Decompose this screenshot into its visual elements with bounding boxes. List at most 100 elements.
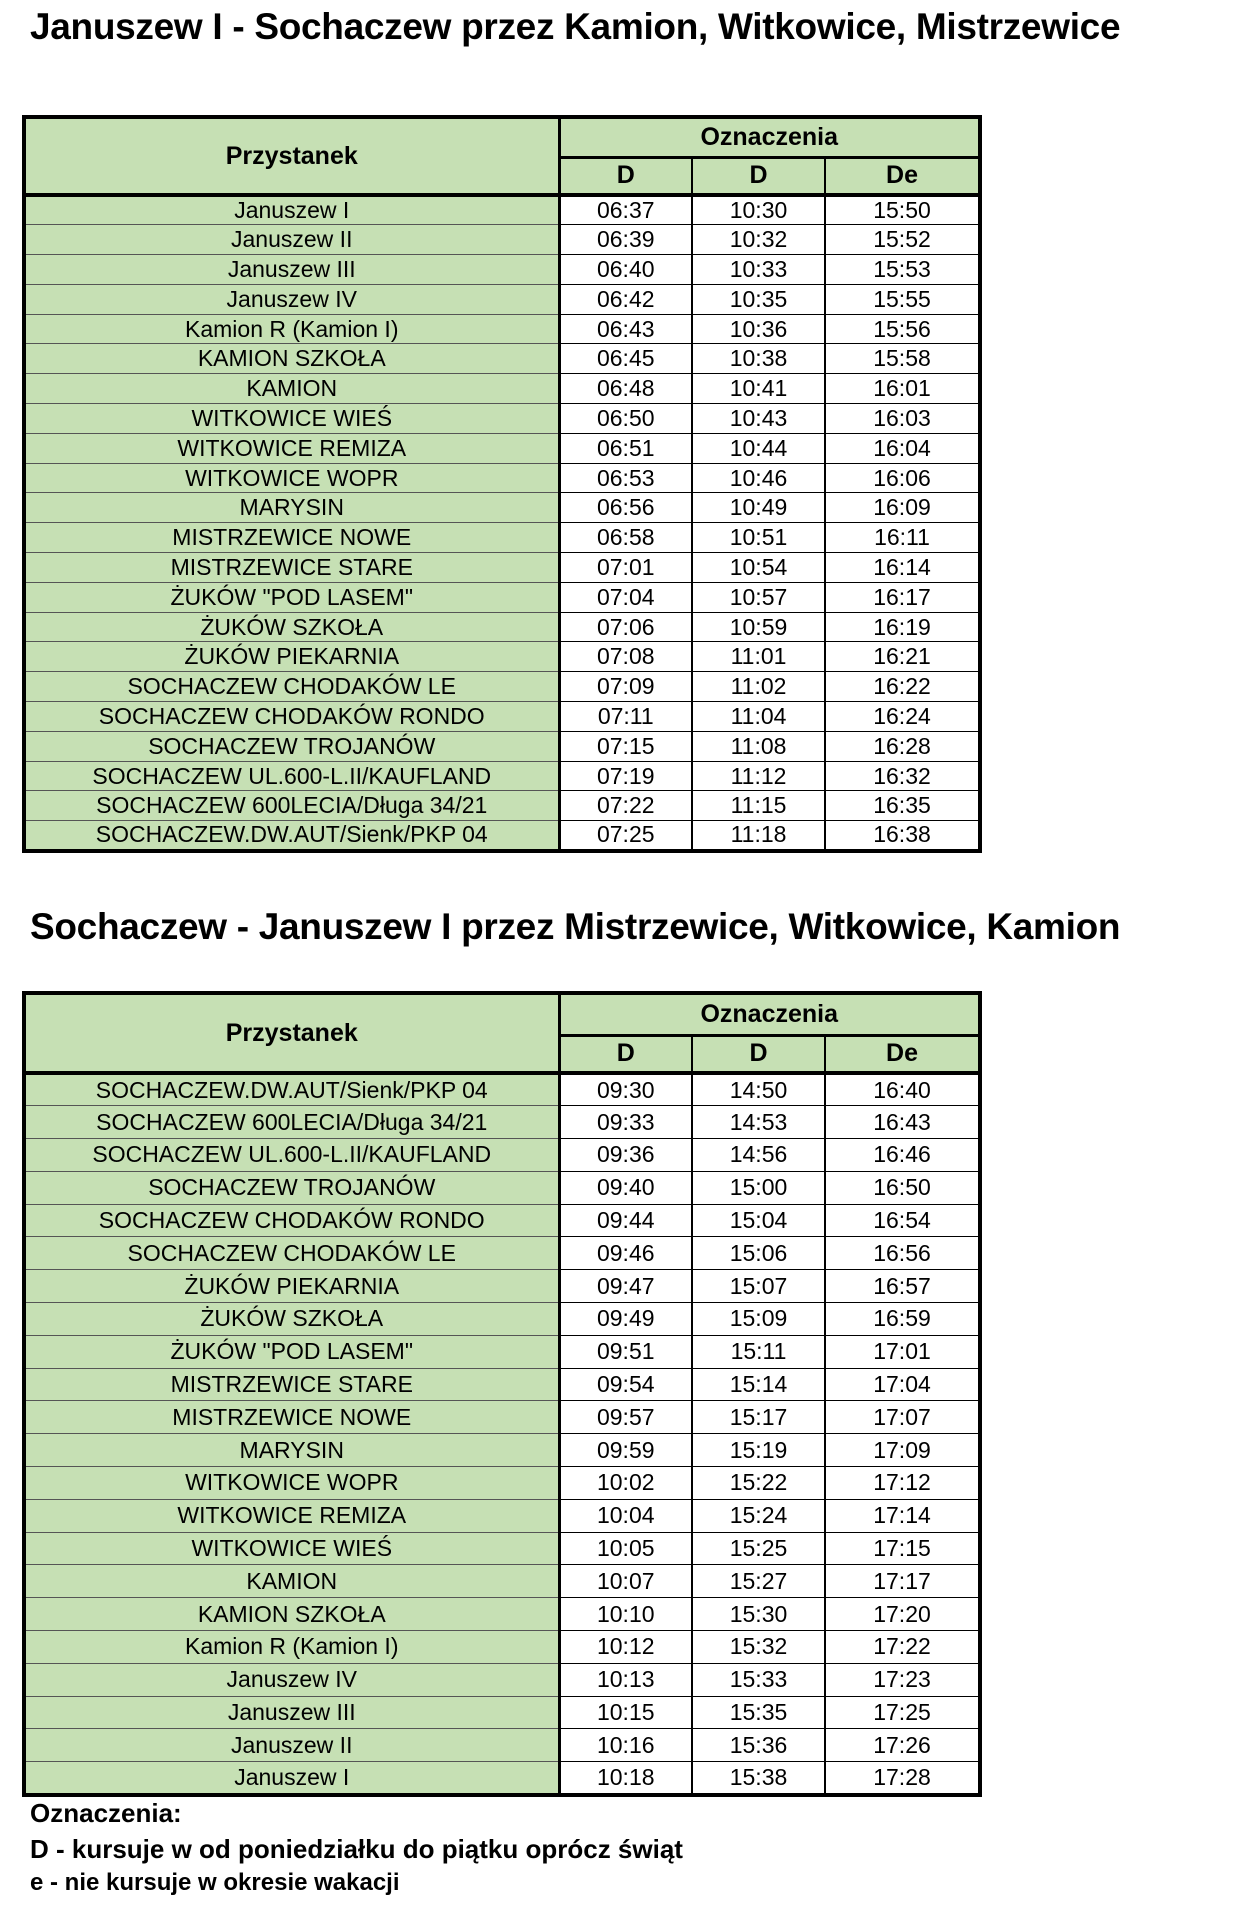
table-row: WITKOWICE REMIZA 06:51 10:44 16:04 [24,433,982,464]
departure-time: 16:21 [825,641,982,673]
stop-name: SOCHACZEW TROJANÓW [24,1171,561,1205]
stop-name: SOCHACZEW CHODAKÓW LE [24,1236,561,1271]
departure-time: 16:43 [825,1105,982,1140]
departure-time: 10:12 [559,1630,693,1664]
table-row: Januszew III 06:40 10:33 15:53 [24,254,982,285]
stop-name: ŻUKÓW SZKOŁA [24,612,561,643]
legend-title: Oznaczenia: [30,1798,182,1828]
stop-name: SOCHACZEW.DW.AUT/Sienk/PKP 04 [24,1073,561,1107]
departure-time: 16:17 [825,582,982,613]
departure-time: 10:35 [692,284,826,315]
table-row: WITKOWICE WIEŚ 10:05 15:25 17:15 [24,1532,982,1566]
departure-time: 15:24 [692,1499,826,1533]
departure-time: 16:28 [825,731,982,762]
table-row: MISTRZEWICE STARE 09:54 15:14 17:04 [24,1368,982,1402]
departure-time: 10:46 [692,463,826,494]
departure-time: 17:09 [825,1433,982,1468]
table-row: ŻUKÓW PIEKARNIA 09:47 15:07 16:57 [24,1269,982,1304]
departure-time: 15:52 [825,224,982,256]
table-row: ŻUKÓW "POD LASEM" 07:04 10:57 16:17 [24,582,982,613]
table-row: MARYSIN 09:59 15:19 17:09 [24,1433,982,1468]
departure-time: 07:04 [559,582,693,613]
departure-time: 15:07 [692,1269,826,1304]
departure-time: 14:50 [692,1073,826,1107]
departure-time: 16:01 [825,373,982,405]
table-row: SOCHACZEW CHODAKÓW LE 09:46 15:06 16:56 [24,1236,982,1271]
table-row: SOCHACZEW CHODAKÓW LE 07:09 11:02 16:22 [24,671,982,703]
stop-name: SOCHACZEW TROJANÓW [24,731,561,762]
table-row: SOCHACZEW UL.600-L.II/KAUFLAND 07:19 11:12… [24,761,982,792]
departure-time: 06:51 [559,433,693,464]
departure-time: 15:50 [825,195,982,226]
departure-time: 15:36 [692,1728,826,1763]
timetable-title-2: Sochaczew - Januszew I przez Mistrzewice… [30,906,1121,947]
departure-time: 10:38 [692,343,826,375]
departure-time: 10:41 [692,373,826,405]
departure-time: 16:22 [825,671,982,703]
table-row: KAMION 10:07 15:27 17:17 [24,1564,982,1599]
departure-time: 06:45 [559,343,693,375]
table-row: ŻUKÓW SZKOŁA 09:49 15:09 16:59 [24,1302,982,1336]
table-row: Kamion R (Kamion I) 06:43 10:36 15:56 [24,314,982,345]
stop-name: Januszew II [24,224,561,256]
departure-time: 11:12 [692,761,826,792]
stop-name: SOCHACZEW.DW.AUT/Sienk/PKP 04 [24,820,561,852]
stop-name: MARYSIN [24,492,561,524]
departure-time: 17:07 [825,1400,982,1435]
departure-time: 15:56 [825,314,982,345]
departure-time: 10:32 [692,224,826,256]
departure-time: 17:26 [825,1728,982,1763]
departure-time: 10:05 [559,1532,693,1566]
table-row: Kamion R (Kamion I) 10:12 15:32 17:22 [24,1630,982,1664]
stop-name: WITKOWICE WIEŚ [24,403,561,434]
departure-time: 06:43 [559,314,693,345]
departure-time: 15:04 [692,1204,826,1238]
departure-time: 09:36 [559,1138,693,1172]
header-column: D [692,157,826,197]
table-row: Januszew IV 06:42 10:35 15:55 [24,284,982,315]
table-row: WITKOWICE WIEŚ 06:50 10:43 16:03 [24,403,982,434]
departure-time: 09:51 [559,1335,693,1369]
departure-time: 16:59 [825,1302,982,1336]
departure-time: 15:38 [692,1761,826,1796]
stop-name: KAMION [24,373,561,405]
header-column: De [825,157,982,197]
header-stop: Przystanek [24,117,561,197]
departure-time: 16:19 [825,612,982,643]
stop-name: WITKOWICE REMIZA [24,1499,561,1533]
departure-time: 11:18 [692,820,826,852]
departure-time: 14:56 [692,1138,826,1172]
departure-time: 10:57 [692,582,826,613]
departure-time: 17:20 [825,1597,982,1632]
departure-time: 06:56 [559,492,693,524]
departure-time: 10:18 [559,1761,693,1796]
departure-time: 17:04 [825,1368,982,1402]
departure-time: 16:40 [825,1073,982,1107]
stop-name: WITKOWICE REMIZA [24,433,561,464]
departure-time: 07:15 [559,731,693,762]
departure-time: 17:23 [825,1663,982,1697]
table-row: SOCHACZEW UL.600-L.II/KAUFLAND 09:36 14:56… [24,1138,982,1172]
departure-time: 15:32 [692,1630,826,1664]
departure-time: 07:09 [559,671,693,703]
header-column: D [559,157,693,197]
departure-time: 10:59 [692,612,826,643]
table-row: WITKOWICE WOPR 10:02 15:22 17:12 [24,1466,982,1500]
stop-name: ŻUKÓW "POD LASEM" [24,1335,561,1369]
table-row: SOCHACZEW TROJANÓW 07:15 11:08 16:28 [24,731,982,762]
departure-time: 10:51 [692,522,826,554]
stop-name: SOCHACZEW CHODAKÓW LE [24,671,561,703]
table-row: KAMION SZKOŁA 06:45 10:38 15:58 [24,343,982,375]
stop-name: Januszew III [24,254,561,285]
departure-time: 15:17 [692,1400,826,1435]
header-group: Oznaczenia [559,993,981,1037]
table-row: Januszew I 10:18 15:38 17:28 [24,1761,982,1796]
departure-time: 15:11 [692,1335,826,1369]
stop-name: MARYSIN [24,1433,561,1468]
departure-time: 17:25 [825,1696,982,1730]
departure-time: 16:56 [825,1236,982,1271]
departure-time: 07:11 [559,701,693,732]
table-row: WITKOWICE WOPR 06:53 10:46 16:06 [24,463,982,494]
stop-name: Januszew IV [24,284,561,315]
table-row: Januszew III 10:15 15:35 17:25 [24,1696,982,1730]
